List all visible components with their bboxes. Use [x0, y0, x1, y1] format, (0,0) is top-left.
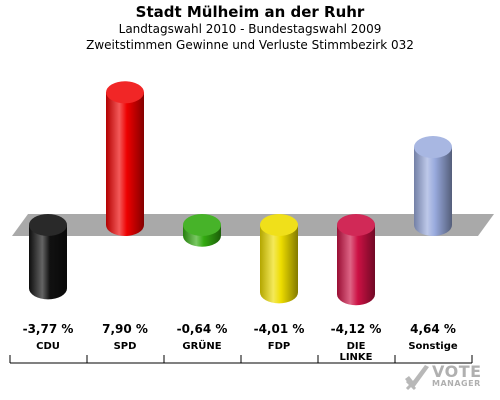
category-label-2: GRÜNE [182, 338, 221, 352]
value-label-2: -0,64 % [177, 322, 228, 336]
value-label-3: -4,01 % [254, 322, 305, 336]
bar-grüne [183, 214, 221, 247]
category-label-5: Sonstige [408, 341, 458, 352]
value-label-5: 4,64 % [410, 322, 456, 336]
category-label-1: SPD [114, 341, 137, 352]
value-label-0: -3,77 % [23, 322, 74, 336]
checkmark-logo-icon [405, 365, 429, 391]
category-label-4: DIE LINKE [339, 341, 372, 363]
value-label-4: -4,12 % [331, 322, 382, 336]
logo-text-vote: VOTE [432, 362, 482, 381]
chart-subtitle-district: Zweitstimmen Gewinne und Verluste Stimmb… [86, 38, 414, 52]
chart-subtitle-election: Landtagswahl 2010 - Bundestagswahl 2009 [118, 22, 382, 36]
category-label-3: FDP [268, 341, 290, 352]
bar-spd [106, 81, 144, 236]
logo-text-manager: MANAGER [432, 379, 481, 388]
bar-fdp [260, 214, 298, 304]
value-label-1: 7,90 % [102, 322, 148, 336]
chart-title: Stadt Mülheim an der Ruhr [135, 3, 365, 21]
vote-manager-logo: VOTE MANAGER [402, 362, 494, 396]
bar-die-linke [337, 214, 375, 306]
category-label-0: CDU [36, 341, 60, 352]
bar-sonstige [414, 136, 452, 236]
bar-cdu [29, 214, 67, 300]
